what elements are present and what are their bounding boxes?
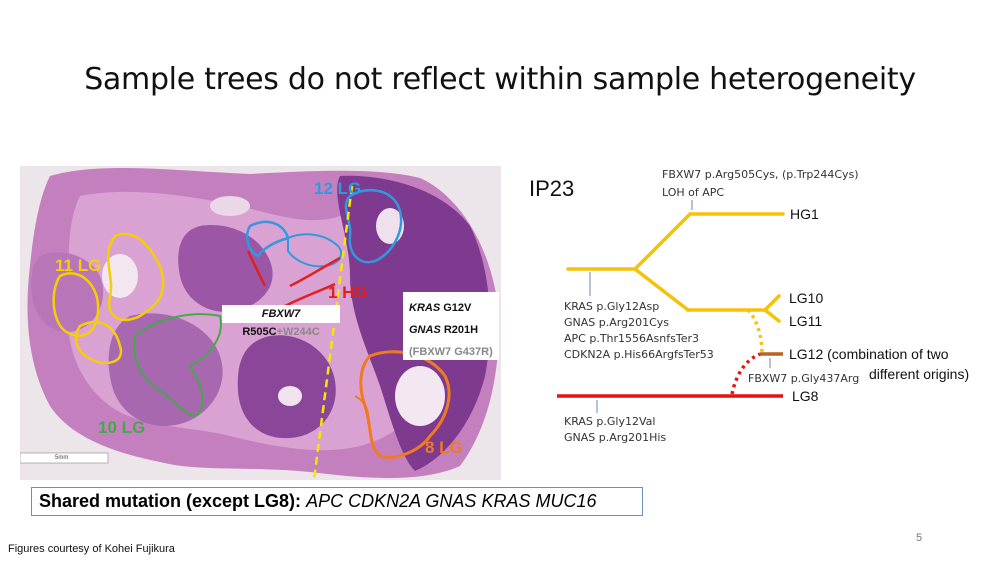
region-label-lg8: 8 LG [425,438,463,457]
leaf-label-hg1: HG1 [790,206,819,222]
page-number: 5 [916,532,923,544]
region-label-lg12: 12 LG [314,179,362,198]
mutation-variant: G12V [443,302,472,314]
slide-title: Sample trees do not reflect within sampl… [84,62,916,97]
region-label-lg10: 10 LG [98,418,146,437]
trunk-annotation-4: CDKN2A p.His66ArgfsTer53 [564,348,714,361]
mutation-line-kras: KRAS G12V [409,297,493,319]
mutation-box-right: KRAS G12V GNAS R201H (FBXW7 G437R) [403,292,499,360]
mutation-gene: FBXW7 [261,308,301,320]
leaf-label-lg10: LG10 [789,290,824,306]
mutation-gene: GNAS [409,324,441,336]
top-annotation-2: LOH of APC [662,186,725,199]
leaf-label-lg12-line2: different origins) [869,366,970,382]
scale-bar-label: 5mm [55,455,69,461]
lg8-annotation-1: KRAS p.Gly12Val [564,415,656,428]
lg12-annotation: FBXW7 p.Gly437Arg [748,372,860,385]
mutation-variant: R201H [443,324,479,336]
mutation-gene: KRAS [409,302,441,314]
mutation-extra: +W244C [276,326,320,338]
mutation-variant: R505C [242,326,277,338]
trunk-annotation-2: GNAS p.Arg201Cys [564,316,669,329]
leaf-label-lg12: LG12 (combination of two [789,346,949,362]
shared-mutation-label: Shared mutation (except LG8): [39,491,302,511]
region-label-lg11: 11 LG [55,256,102,275]
leaf-label-lg8: LG8 [792,388,819,404]
lg8-annotation-2: GNAS p.Arg201His [564,431,667,444]
mutation-box-left: FBXW7 R505C+W244C [222,305,340,338]
trunk-annotation-1: KRAS p.Gly12Asp [564,300,660,313]
trunk-annotation-3: APC p.Thr1556AsnfsTer3 [564,332,699,345]
figure-credit: Figures courtesy of Kohei Fujikura [8,543,175,555]
shared-mutation-genes: APC CDKN2A GNAS KRAS MUC16 [306,491,597,511]
mutation-line-gnas: GNAS R201H [409,319,493,341]
shared-mutation-box: Shared mutation (except LG8): APC CDKN2A… [31,487,643,516]
region-label-hg1: 1 HG [328,283,368,302]
top-annotation-1: FBXW7 p.Arg505Cys, (p.Trp244Cys) [662,168,859,181]
sample-label: IP23 [529,176,575,201]
mutation-line-fbxw7: (FBXW7 G437R) [409,346,493,358]
leaf-label-lg11: LG11 [789,313,823,329]
